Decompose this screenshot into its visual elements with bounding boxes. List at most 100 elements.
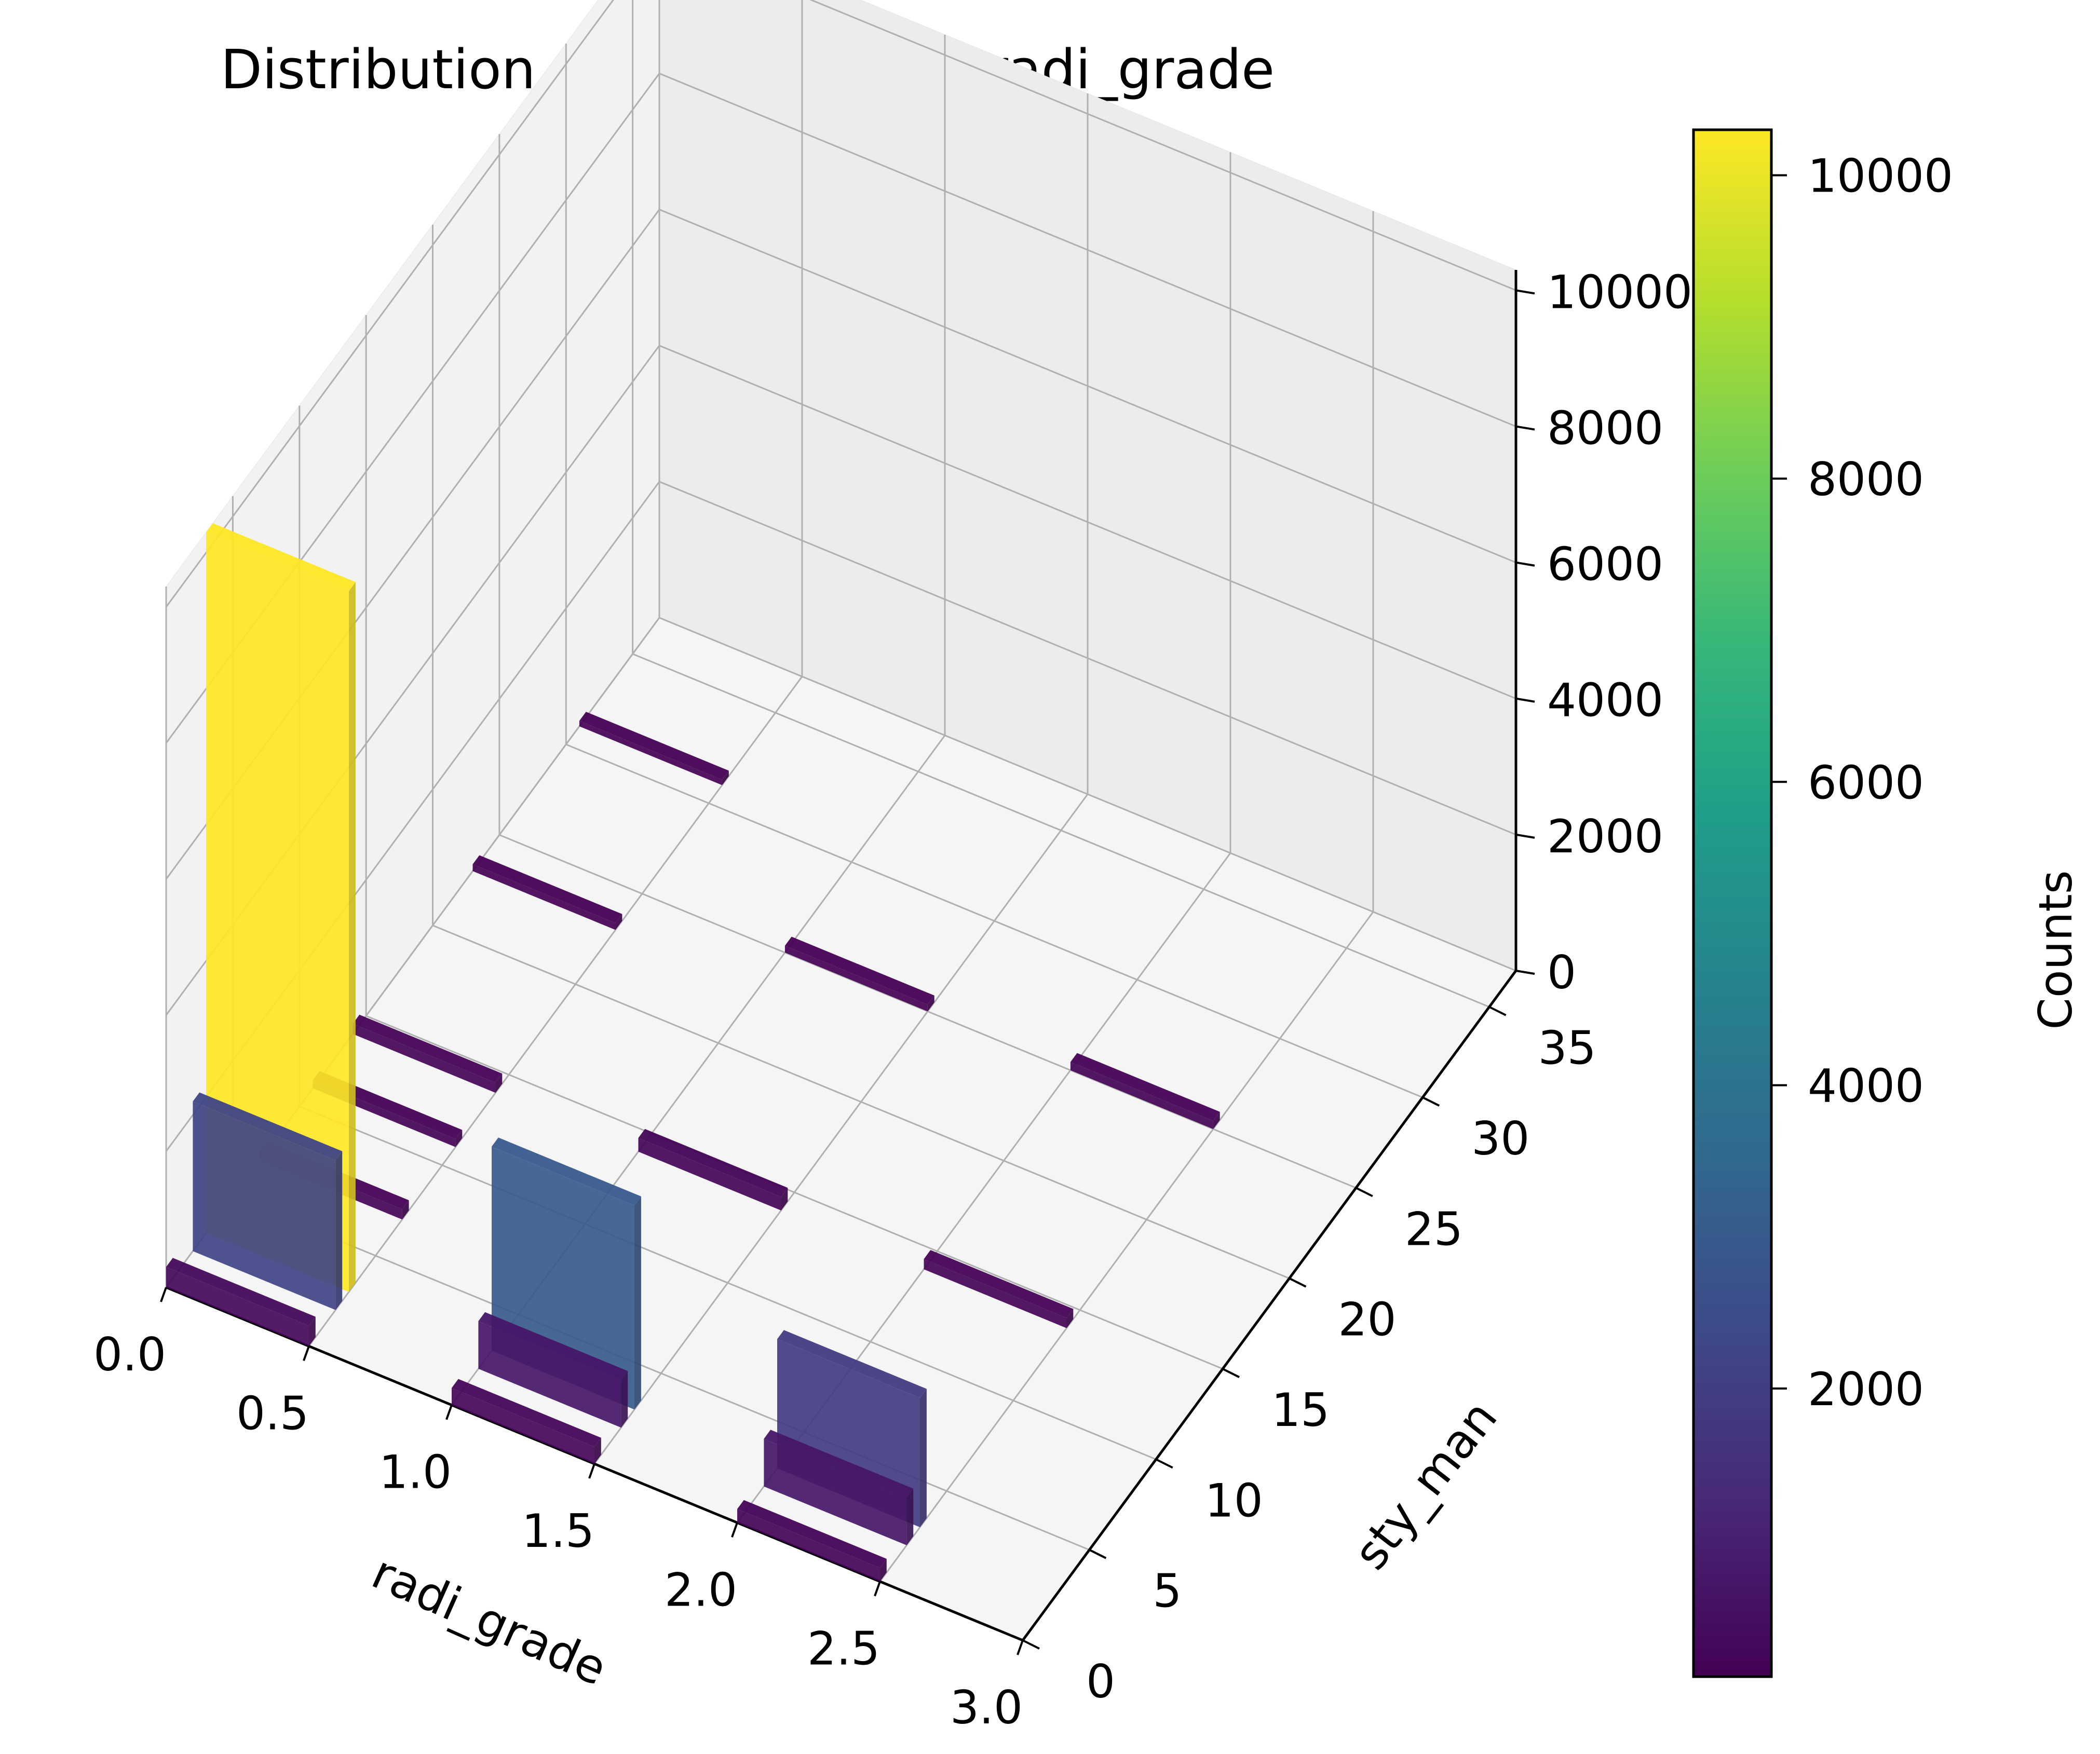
bar-side (621, 1371, 628, 1428)
bar-front (579, 720, 722, 785)
bar (478, 1312, 628, 1428)
colorbar: 2000 4000 6000 8000 10000 (1692, 128, 1953, 1678)
y-tick-mark (1022, 1639, 1040, 1650)
tick-labels: 0.00.51.01.52.02.53.0 0510152025303502000… (93, 265, 1692, 1734)
bar-top (924, 1250, 1074, 1318)
z-tick-mark (1515, 289, 1535, 295)
x-tick-mark (588, 1463, 595, 1479)
bar-side (634, 1196, 641, 1410)
z-tick-label: 10000 (1547, 265, 1692, 319)
bar (452, 1379, 601, 1464)
y-tick-label: 15 (1271, 1383, 1330, 1437)
bar-top (492, 1137, 641, 1206)
bar (764, 1430, 914, 1545)
y-tick-label: 5 (1153, 1565, 1182, 1618)
bar-top (764, 1430, 914, 1498)
bar-top (472, 855, 622, 923)
bar-side (349, 582, 356, 1292)
x-tick-label: 1.0 (379, 1446, 452, 1499)
bar-side (880, 1559, 887, 1582)
colorbar-tick-label: 2000 (1808, 1363, 1924, 1416)
bar-front (1070, 1062, 1213, 1129)
bar-front (452, 1388, 594, 1464)
bar (784, 936, 934, 1012)
bar-front (206, 532, 349, 1292)
y-tick-mark (1488, 1005, 1507, 1016)
x-tick-mark (160, 1287, 167, 1302)
x-tick-mark (1017, 1640, 1024, 1655)
x-tick-label: 0.0 (93, 1328, 166, 1381)
bar-side (1213, 1111, 1220, 1129)
y-tick-mark (1155, 1458, 1173, 1469)
bar-front (924, 1259, 1067, 1328)
bar-top (193, 1092, 343, 1161)
y-tick-label: 10 (1205, 1474, 1263, 1527)
bar-side (402, 1200, 409, 1220)
y-tick-label: 20 (1338, 1293, 1397, 1347)
bar-side (927, 995, 934, 1012)
bar-front (472, 864, 616, 930)
bar (579, 712, 729, 785)
z-tick-mark (1515, 561, 1535, 567)
y-axis-label: sty_man (1344, 1391, 1508, 1580)
bar-side (455, 1130, 463, 1147)
z-gridline (165, 0, 1516, 608)
x-tick-mark (303, 1345, 310, 1362)
bar-front (478, 1321, 621, 1428)
x-tick-label: 2.5 (807, 1622, 880, 1676)
bar-side (1066, 1309, 1074, 1328)
bar-side (309, 1316, 316, 1347)
x-tick-label: 3.0 (950, 1681, 1023, 1734)
colorbar-label: Counts (2029, 870, 2082, 1029)
colorbar-gradient (1692, 128, 1773, 1678)
bar-side (594, 1437, 601, 1464)
y-axis-line (1021, 970, 1518, 1641)
bar (353, 1014, 503, 1093)
z-tick-label: 8000 (1547, 401, 1663, 455)
bar-side (495, 1073, 503, 1093)
bar (924, 1250, 1074, 1328)
y-tick-mark (1289, 1277, 1307, 1288)
z-tick-mark (1515, 970, 1535, 975)
bar-front (166, 1267, 309, 1347)
colorbar-tick-label: 6000 (1808, 756, 1924, 809)
bar-top (784, 936, 934, 1005)
bar-top (737, 1500, 887, 1568)
bar-front (638, 1138, 781, 1211)
bar (1070, 1053, 1220, 1129)
bar-side (722, 770, 729, 785)
x-tick-mark (731, 1522, 738, 1538)
bar-top (777, 1330, 927, 1398)
z-tick-mark (1515, 425, 1535, 431)
bar-front (764, 1438, 907, 1545)
y-tick-label: 25 (1405, 1202, 1463, 1256)
z-tick-mark (1515, 833, 1535, 839)
z-gridline (165, 72, 1516, 744)
bar-front (353, 1024, 496, 1093)
bar (737, 1500, 887, 1582)
bar-top (638, 1128, 788, 1197)
bar-top (1070, 1053, 1220, 1121)
z-tick-label: 4000 (1547, 674, 1663, 727)
bar-top (579, 712, 729, 780)
z-tick-mark (1515, 697, 1535, 703)
y-tick-label: 30 (1471, 1112, 1529, 1165)
bar-front (737, 1509, 880, 1582)
bar-front (193, 1101, 336, 1310)
bar-top (478, 1312, 628, 1380)
z-tick-label: 2000 (1547, 810, 1663, 863)
bars (166, 523, 1220, 1582)
bar (472, 855, 622, 930)
y-tick-mark (1222, 1368, 1240, 1378)
bar-side (781, 1188, 788, 1211)
x-tick-label: 0.5 (236, 1386, 309, 1440)
axes-grid (165, 0, 1517, 1641)
z-tick-label: 0 (1547, 946, 1576, 999)
bar-side (335, 1151, 343, 1310)
colorbar-tick-label: 8000 (1808, 453, 1924, 506)
bar-side (906, 1488, 914, 1545)
bar (166, 1258, 316, 1347)
y-tick-mark (1089, 1548, 1107, 1559)
colorbar-tick-label: 4000 (1808, 1059, 1924, 1113)
